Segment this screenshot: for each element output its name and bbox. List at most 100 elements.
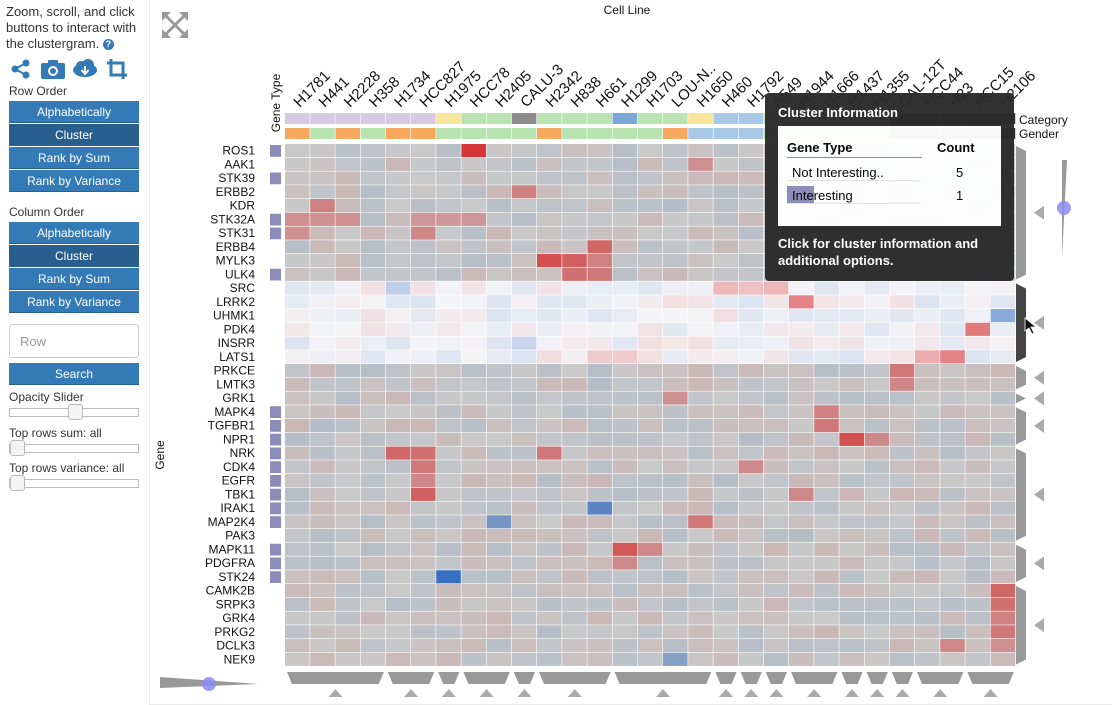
heatmap-cell[interactable]	[436, 542, 461, 556]
heatmap-cell[interactable]	[587, 460, 612, 474]
heatmap-cell[interactable]	[688, 144, 713, 158]
column-dendro-cluster[interactable]	[891, 672, 913, 684]
heatmap-cell[interactable]	[461, 377, 486, 391]
heatmap-cell[interactable]	[310, 611, 335, 625]
heatmap-cell[interactable]	[385, 501, 411, 515]
heatmap-cell[interactable]	[789, 625, 814, 639]
heatmap-cell[interactable]	[965, 652, 990, 666]
heatmap-cell[interactable]	[663, 171, 688, 185]
column-category-cell[interactable]	[511, 113, 537, 124]
heatmap-cell[interactable]	[562, 336, 587, 350]
heatmap-cell[interactable]	[562, 405, 587, 419]
heatmap-cell[interactable]	[839, 336, 864, 350]
heatmap-cell[interactable]	[335, 584, 360, 598]
heatmap-cell[interactable]	[738, 185, 764, 199]
heatmap-cell[interactable]	[411, 405, 436, 419]
heatmap-cell[interactable]	[537, 281, 562, 295]
heatmap-cell[interactable]	[763, 652, 789, 666]
column-dendro-cluster[interactable]	[715, 672, 737, 684]
heatmap-cell[interactable]	[411, 309, 436, 323]
heatmap-cell[interactable]	[637, 652, 663, 666]
heatmap-cell[interactable]	[587, 405, 612, 419]
heatmap-cell[interactable]	[385, 377, 411, 391]
heatmap-cell[interactable]	[461, 584, 486, 598]
heatmap-cell[interactable]	[385, 281, 411, 295]
heatmap-cell[interactable]	[360, 144, 386, 158]
heatmap-cell[interactable]	[738, 309, 764, 323]
heatmap-cell[interactable]	[965, 556, 990, 570]
column-category-cell[interactable]	[688, 113, 713, 124]
heatmap-cell[interactable]	[965, 529, 990, 543]
heatmap-cell[interactable]	[789, 460, 814, 474]
heatmap-cell[interactable]	[864, 432, 890, 446]
heatmap-cell[interactable]	[965, 625, 990, 639]
heatmap-cell[interactable]	[461, 501, 486, 515]
column-dendro-crop-triangle[interactable]	[404, 689, 418, 697]
heatmap-cell[interactable]	[411, 226, 436, 240]
heatmap-cell[interactable]	[965, 350, 990, 364]
heatmap-cell[interactable]	[310, 226, 335, 240]
heatmap-cell[interactable]	[360, 419, 386, 433]
heatmap-cell[interactable]	[789, 639, 814, 653]
heatmap-cell[interactable]	[814, 597, 839, 611]
heatmap-cell[interactable]	[839, 405, 864, 419]
heatmap-cell[interactable]	[486, 529, 512, 543]
heatmap-cell[interactable]	[738, 501, 764, 515]
heatmap-cell[interactable]	[688, 556, 713, 570]
heatmap-cell[interactable]	[385, 542, 411, 556]
heatmap-cell[interactable]	[889, 405, 915, 419]
heatmap-cell[interactable]	[713, 529, 738, 543]
heatmap-cell[interactable]	[663, 364, 688, 378]
heatmap-cell[interactable]	[385, 597, 411, 611]
heatmap-cell[interactable]	[360, 336, 386, 350]
heatmap-cell[interactable]	[663, 625, 688, 639]
heatmap-cell[interactable]	[411, 639, 436, 653]
heatmap-cell[interactable]	[738, 240, 764, 254]
heatmap-cell[interactable]	[562, 212, 587, 226]
row-category-cell[interactable]	[270, 213, 281, 226]
heatmap-cell[interactable]	[713, 295, 738, 309]
heatmap-cell[interactable]	[285, 267, 310, 281]
heatmap-cell[interactable]	[612, 405, 638, 419]
heatmap-cell[interactable]	[612, 501, 638, 515]
heatmap-cell[interactable]	[663, 240, 688, 254]
heatmap-cell[interactable]	[385, 322, 411, 336]
heatmap-cell[interactable]	[385, 171, 411, 185]
heatmap-cell[interactable]	[537, 157, 562, 171]
heatmap-cell[interactable]	[990, 364, 1016, 378]
heatmap-cell[interactable]	[562, 474, 587, 488]
heatmap-cell[interactable]	[486, 226, 512, 240]
heatmap-cell[interactable]	[436, 405, 461, 419]
heatmap-cell[interactable]	[612, 460, 638, 474]
heatmap-cell[interactable]	[587, 364, 612, 378]
column-dendro-crop-triangle[interactable]	[744, 689, 759, 697]
heatmap-cell[interactable]	[310, 171, 335, 185]
heatmap-cell[interactable]	[436, 199, 461, 213]
heatmap-cell[interactable]	[688, 432, 713, 446]
heatmap-cell[interactable]	[486, 309, 512, 323]
heatmap-cell[interactable]	[612, 240, 638, 254]
heatmap-cell[interactable]	[612, 487, 638, 501]
row-zoom-slider[interactable]	[1057, 160, 1071, 258]
heatmap-cell[interactable]	[587, 240, 612, 254]
heatmap-cell[interactable]	[688, 570, 713, 584]
heatmap-cell[interactable]	[486, 377, 512, 391]
column-dendro-cluster[interactable]	[967, 672, 1014, 684]
heatmap-cell[interactable]	[385, 199, 411, 213]
heatmap-cell[interactable]	[663, 611, 688, 625]
heatmap-cell[interactable]	[385, 267, 411, 281]
row-label[interactable]: EGFR	[222, 474, 256, 488]
heatmap-cell[interactable]	[486, 281, 512, 295]
heatmap-cell[interactable]	[839, 322, 864, 336]
row-category-cell[interactable]	[270, 640, 281, 652]
heatmap-cell[interactable]	[864, 487, 890, 501]
heatmap-cell[interactable]	[411, 171, 436, 185]
heatmap-cell[interactable]	[763, 542, 789, 556]
opacity-slider-handle[interactable]	[67, 404, 83, 420]
heatmap-cell[interactable]	[310, 295, 335, 309]
heatmap-cell[interactable]	[285, 542, 310, 556]
heatmap-cell[interactable]	[587, 212, 612, 226]
column-dendro-crop-triangle[interactable]	[719, 689, 733, 697]
heatmap-cell[interactable]	[486, 199, 512, 213]
heatmap-cell[interactable]	[587, 322, 612, 336]
